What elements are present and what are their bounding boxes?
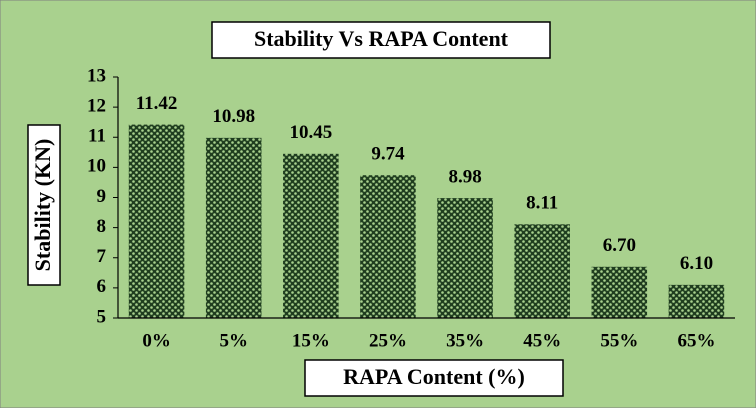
x-tick-label: 15% bbox=[292, 330, 330, 351]
y-tick-label: 7 bbox=[97, 246, 107, 267]
value-label: 10.98 bbox=[212, 106, 255, 127]
chart-title: Stability Vs RAPA Content bbox=[254, 26, 509, 51]
x-tick-label: 45% bbox=[523, 330, 561, 351]
bar bbox=[514, 224, 570, 318]
y-tick-label: 8 bbox=[97, 216, 107, 237]
y-tick-label: 9 bbox=[97, 186, 107, 207]
y-tick-label: 5 bbox=[97, 306, 107, 327]
x-axis-label: RAPA Content (%) bbox=[343, 364, 525, 389]
value-label: 10.45 bbox=[289, 122, 332, 143]
bar bbox=[128, 124, 185, 318]
bar bbox=[205, 137, 262, 318]
y-label-box bbox=[27, 124, 61, 286]
y-tick-label: 13 bbox=[87, 65, 106, 86]
x-tick-label: 5% bbox=[219, 330, 248, 351]
y-axis-label: Stability (KN) bbox=[30, 139, 55, 272]
bar bbox=[437, 198, 493, 318]
y-tick-label: 10 bbox=[87, 156, 106, 177]
x-label-box bbox=[304, 359, 564, 397]
value-label: 6.70 bbox=[603, 235, 636, 256]
value-label: 11.42 bbox=[136, 93, 178, 114]
value-label: 9.74 bbox=[371, 144, 405, 165]
bar bbox=[360, 175, 416, 318]
value-label: 8.11 bbox=[526, 193, 558, 214]
value-label: 6.10 bbox=[680, 253, 713, 274]
x-tick-label: 0% bbox=[142, 330, 171, 351]
x-tick-label: 65% bbox=[677, 330, 715, 351]
x-tick-label: 25% bbox=[369, 330, 407, 351]
x-tick-label: 55% bbox=[600, 330, 638, 351]
y-tick-label: 11 bbox=[88, 126, 106, 147]
y-tick-label: 6 bbox=[97, 276, 107, 297]
value-label: 8.98 bbox=[448, 166, 481, 187]
bar bbox=[283, 153, 339, 318]
y-tick-label: 12 bbox=[87, 95, 106, 116]
title-box bbox=[211, 21, 551, 59]
x-tick-label: 35% bbox=[446, 330, 484, 351]
bar bbox=[668, 284, 725, 318]
bar bbox=[591, 266, 648, 318]
